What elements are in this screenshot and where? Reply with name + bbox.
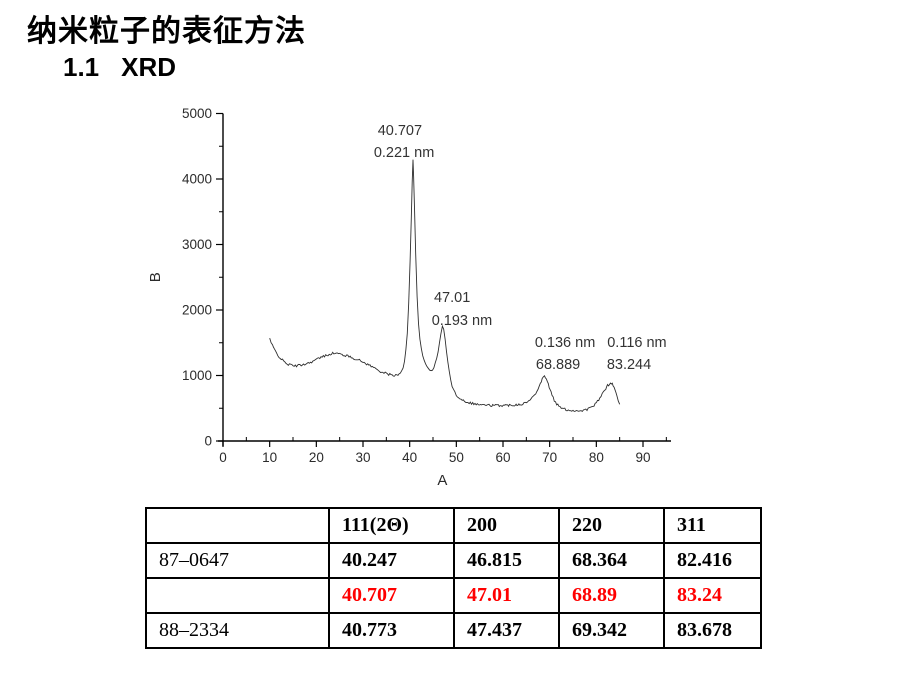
table-cell: 47.01 [453,577,560,614]
y-tick-label: 1000 [182,368,212,383]
slide-subtitle: 1.1 XRD [63,52,176,83]
peak-annotation: 47.01 [434,290,470,306]
table-row: 87–0647 40.247 46.815 68.364 82.416 [145,542,762,579]
y-axis-label: B [147,272,164,282]
x-tick-label: 20 [309,450,324,465]
table-cell: 82.416 [663,542,762,579]
peak-annotation: 40.707 [378,123,422,139]
x-tick-label: 10 [262,450,277,465]
row-label [145,577,330,614]
xrd-plot-svg: 0 10 20 30 40 50 60 70 80 90 0 1000 2000 3000 4000 5000… [147,106,672,489]
y-tick-label: 5000 [182,106,212,121]
table-header-cell: 200 [453,507,560,544]
table-cell: 68.364 [558,542,665,579]
x-tick-label: 60 [495,450,510,465]
table-cell: 40.247 [328,542,455,579]
x-tick-label: 0 [219,450,227,465]
y-tick-label: 2000 [182,303,212,318]
peak-annotation: 0.193 nm [432,313,492,329]
y-tick-label: 4000 [182,172,212,187]
row-label: 88–2334 [145,612,330,649]
table-cell: 69.342 [558,612,665,649]
table-cell: 46.815 [453,542,560,579]
x-axis-label: A [437,472,447,489]
peak-annotation: 0.136 nm [535,335,595,351]
table-header-row: 111(2Θ) 200 220 311 [145,507,762,544]
table-header-cell: 311 [663,507,762,544]
peak-annotation: 68.889 [536,357,580,373]
slide-title: 纳米粒子的表征方法 [27,14,306,49]
x-tick-label: 30 [355,450,370,465]
y-tick-label: 3000 [182,237,212,252]
table-header-cell: 220 [558,507,665,544]
table-row: 88–2334 40.773 47.437 69.342 83.678 [145,612,762,649]
table-cell: 47.437 [453,612,560,649]
x-tick-label: 50 [449,450,464,465]
table-header-cell: 111(2Θ) [328,507,455,544]
subtitle-text: XRD [121,52,177,82]
x-tick-label: 70 [542,450,557,465]
table-cell: 40.707 [328,577,455,614]
table-cell: 83.24 [663,577,762,614]
peak-annotation: 0.221 nm [374,145,434,161]
table-cell: 40.773 [328,612,455,649]
row-label: 87–0647 [145,542,330,579]
table-header-cell [145,507,330,544]
table-row-measured: 40.707 47.01 68.89 83.24 [145,577,762,614]
xrd-data-table: 111(2Θ) 200 220 311 87–0647 40.247 46.81… [145,507,762,649]
peak-annotation: 83.244 [607,357,651,373]
x-tick-label: 90 [635,450,650,465]
table-cell: 83.678 [663,612,762,649]
xrd-trace [269,159,621,412]
x-tick-label: 80 [589,450,604,465]
x-tick-label: 40 [402,450,417,465]
y-tick-label: 0 [204,434,212,449]
xrd-chart: 0 10 20 30 40 50 60 70 80 90 0 1000 2000 3000 4000 5000… [147,106,672,489]
table-cell: 68.89 [558,577,665,614]
subtitle-number: 1.1 [63,52,100,82]
peak-annotation: 0.116 nm [607,335,666,351]
